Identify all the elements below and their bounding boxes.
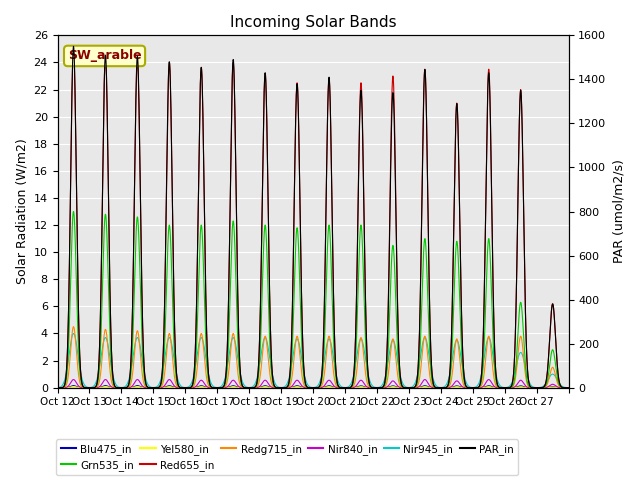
Y-axis label: Solar Radiation (W/m2): Solar Radiation (W/m2) — [15, 139, 28, 284]
Text: SW_arable: SW_arable — [68, 49, 141, 62]
Title: Incoming Solar Bands: Incoming Solar Bands — [230, 15, 396, 30]
Y-axis label: PAR (umol/m2/s): PAR (umol/m2/s) — [612, 159, 625, 264]
Legend: Blu475_in, Grn535_in, Yel580_in, Red655_in, Redg715_in, Nir840_in, Nir945_in, PA: Blu475_in, Grn535_in, Yel580_in, Red655_… — [56, 439, 518, 475]
